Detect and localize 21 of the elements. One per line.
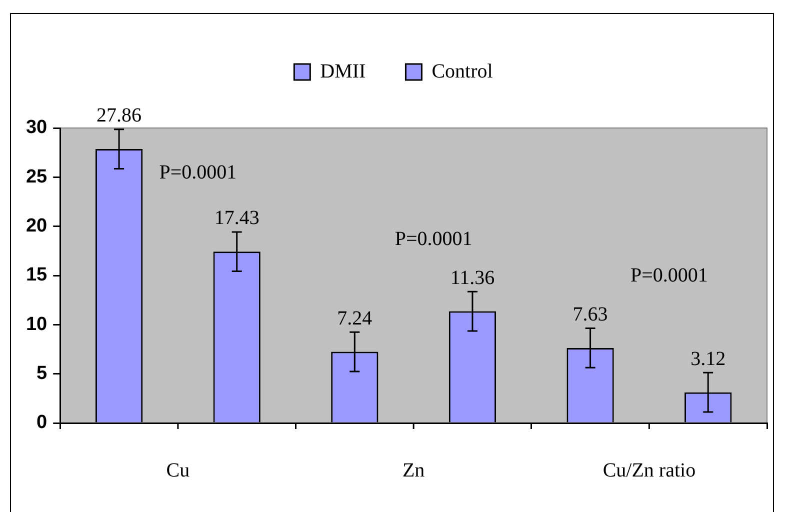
data-label: 17.43 [214, 207, 260, 230]
y-tick-label: 15 [26, 264, 48, 286]
legend-label: DMII [320, 60, 366, 82]
y-tick-label: 10 [26, 314, 48, 335]
annotation: P=0.0001 [159, 161, 237, 184]
data-label: 3.12 [690, 348, 726, 370]
x-tick-label: Cu/Zn ratio [602, 459, 696, 482]
data-label: 7.24 [337, 307, 372, 330]
data-label: 27.86 [96, 104, 142, 127]
y-tick-label: 25 [26, 166, 48, 188]
data-label: 11.36 [450, 266, 495, 289]
annotation: P=0.0001 [394, 228, 472, 250]
annotation: P=0.0001 [630, 264, 708, 287]
y-tick-label: 30 [26, 117, 48, 138]
data-label: 7.63 [572, 304, 608, 326]
x-tick-label: Zn [402, 459, 425, 482]
y-tick-label: 0 [36, 412, 48, 434]
y-tick-label: 5 [36, 363, 48, 384]
x-tick-label: Cu [166, 459, 190, 482]
legend-label: Control [432, 60, 494, 82]
y-tick-label: 20 [26, 216, 48, 237]
